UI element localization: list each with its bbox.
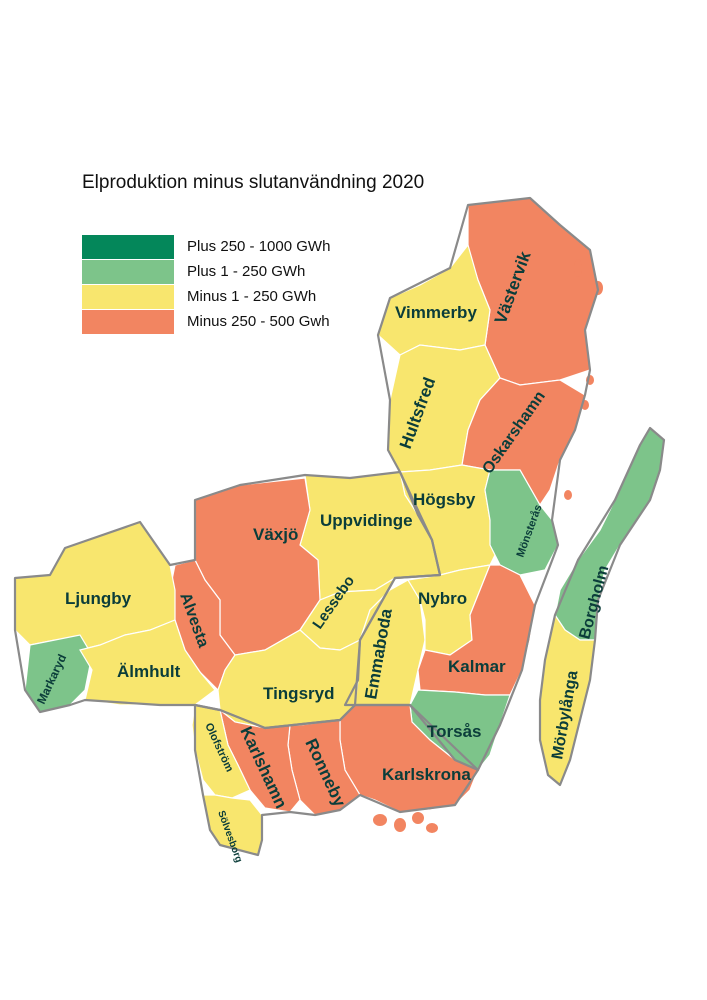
legend-swatch xyxy=(82,259,174,284)
region-borgholm[interactable] xyxy=(554,427,665,641)
county-border-blekinge xyxy=(193,703,480,857)
island-shape xyxy=(373,814,387,826)
label-hogsby: Högsby xyxy=(413,490,476,509)
label-ljungby: Ljungby xyxy=(65,589,132,608)
legend-item: Plus 1 - 250 GWh xyxy=(82,259,330,284)
island-shape xyxy=(394,818,406,832)
legend-item: Plus 250 - 1000 GWh xyxy=(82,234,330,259)
legend-item: Minus 1 - 250 GWh xyxy=(82,284,330,309)
island-shape xyxy=(412,812,424,824)
label-vimmerby: Vimmerby xyxy=(395,303,477,322)
legend-item: Minus 250 - 500 Gwh xyxy=(82,309,330,334)
label-uppvidinge: Uppvidinge xyxy=(320,511,413,530)
region-oskarshamn[interactable] xyxy=(461,377,586,507)
legend-label: Plus 250 - 1000 GWh xyxy=(187,238,331,255)
island-shape xyxy=(574,259,582,277)
legend-label: Minus 250 - 500 Gwh xyxy=(187,313,330,330)
label-almhult: Älmhult xyxy=(117,662,181,681)
legend-swatch xyxy=(82,309,174,334)
county-border-kalmar xyxy=(343,196,600,772)
label-vaxjo: Växjö xyxy=(253,525,298,544)
label-torsas: Torsås xyxy=(427,722,482,741)
island-shape xyxy=(564,490,572,500)
legend-swatch xyxy=(82,284,174,309)
legend-label: Plus 1 - 250 GWh xyxy=(187,263,306,280)
region-monsteras[interactable] xyxy=(484,469,559,576)
legend-label: Minus 1 - 250 GWh xyxy=(187,288,317,305)
county-border-kronoberg xyxy=(13,470,442,730)
label-nybro: Nybro xyxy=(418,589,467,608)
island-shape xyxy=(426,823,438,833)
map-title: Elproduktion minus slutanvändning 2020 xyxy=(82,172,425,193)
label-tingsryd: Tingsryd xyxy=(263,684,334,703)
region-vimmerby[interactable] xyxy=(377,243,491,356)
county-border-oland xyxy=(538,426,666,787)
label-karlskrona: Karlskrona xyxy=(382,765,471,784)
legend-swatch xyxy=(82,234,174,259)
label-kalmar: Kalmar xyxy=(448,657,506,676)
legend: Plus 250 - 1000 GWh Plus 1 - 250 GWh Min… xyxy=(82,234,330,334)
